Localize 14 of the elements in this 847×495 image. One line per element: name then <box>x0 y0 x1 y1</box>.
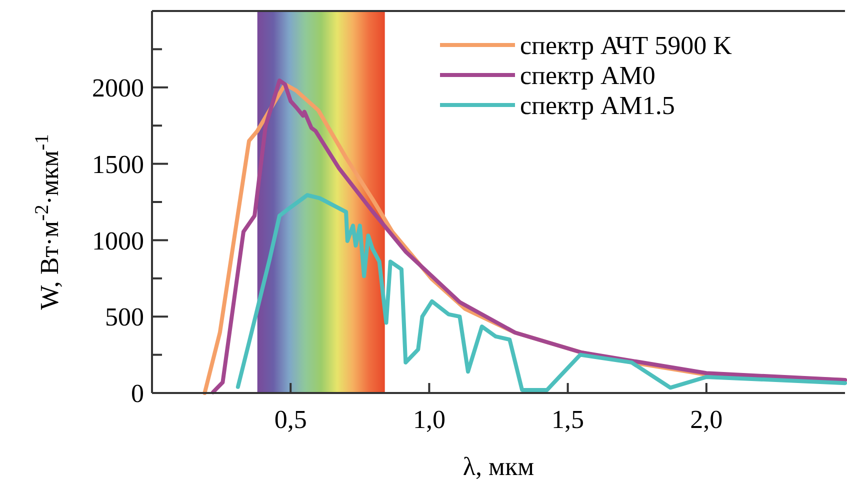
line-series <box>236 193 847 392</box>
legend-label: спектр АМ1.5 <box>520 91 675 120</box>
x-tick-label: 0,5 <box>274 405 307 434</box>
x-tick-label: 2,0 <box>690 405 723 434</box>
x-tick-label: 1,5 <box>552 405 584 434</box>
y-tick-label: 2000 <box>92 74 144 102</box>
y-tick-label: 0 <box>131 379 144 408</box>
legend-label: спектр АМ0 <box>520 61 656 90</box>
x-tick-label: 1,0 <box>412 405 446 434</box>
y-tick-label: 500 <box>105 302 144 332</box>
y-tick-label: 1000 <box>92 226 144 256</box>
legend-label: спектр АЧТ 5900 K <box>520 31 732 60</box>
x-axis-title: λ, мкм <box>462 452 534 481</box>
y-tick-label: 1500 <box>92 150 144 179</box>
